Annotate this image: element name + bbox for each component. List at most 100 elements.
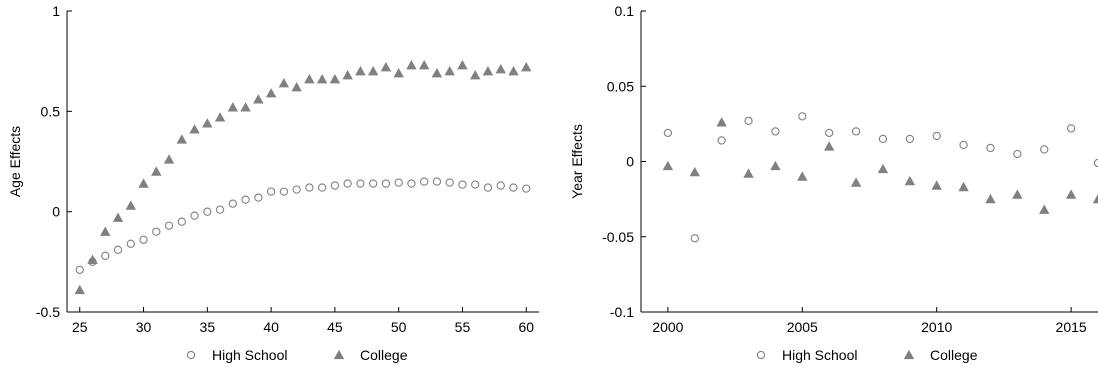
data-point bbox=[228, 199, 237, 208]
data-point bbox=[394, 178, 403, 187]
data-point bbox=[482, 66, 494, 76]
data-point bbox=[457, 59, 468, 70]
data-point bbox=[690, 234, 699, 243]
data-point bbox=[291, 82, 302, 92]
data-point bbox=[227, 102, 239, 112]
data-point bbox=[369, 179, 378, 188]
x-tick-label: 25 bbox=[72, 319, 88, 335]
data-point bbox=[798, 112, 807, 121]
data-point bbox=[770, 160, 781, 171]
data-point bbox=[279, 187, 289, 196]
data-point bbox=[304, 74, 315, 84]
data-point bbox=[744, 116, 753, 126]
data-point bbox=[163, 154, 175, 164]
y-tick-label: 1 bbox=[52, 3, 60, 19]
data-point bbox=[266, 187, 276, 196]
x-tick-label: 2005 bbox=[787, 319, 818, 335]
data-point bbox=[1013, 149, 1022, 159]
data-point bbox=[522, 184, 531, 193]
data-point bbox=[471, 180, 480, 189]
data-point bbox=[100, 226, 111, 236]
data-point bbox=[253, 94, 264, 104]
y-tick-label: -0.5 bbox=[36, 304, 60, 320]
data-point bbox=[177, 217, 186, 226]
data-point bbox=[139, 235, 148, 244]
data-point bbox=[214, 112, 226, 122]
data-point bbox=[958, 181, 969, 192]
y-axis-label: Age Effects bbox=[7, 126, 23, 197]
data-point bbox=[959, 140, 968, 150]
data-point bbox=[203, 207, 212, 216]
data-point bbox=[356, 179, 365, 188]
data-point bbox=[367, 66, 379, 76]
data-point bbox=[825, 128, 834, 138]
data-point bbox=[126, 239, 135, 248]
data-point bbox=[663, 128, 673, 138]
data-point bbox=[113, 245, 123, 254]
data-point bbox=[152, 227, 161, 236]
x-tick-label: 30 bbox=[136, 319, 152, 335]
data-point bbox=[278, 78, 290, 88]
y-tick-label: -0.05 bbox=[602, 229, 634, 245]
data-point bbox=[445, 178, 454, 187]
data-point bbox=[985, 193, 996, 204]
data-point bbox=[75, 265, 84, 275]
data-point bbox=[771, 127, 780, 136]
data-point bbox=[877, 163, 889, 174]
legend-label: High School bbox=[782, 347, 858, 363]
data-point bbox=[1092, 193, 1098, 204]
data-point bbox=[850, 177, 862, 187]
data-point bbox=[292, 185, 301, 194]
data-point bbox=[393, 68, 404, 78]
data-point bbox=[1040, 145, 1049, 154]
data-point bbox=[932, 131, 941, 141]
data-point bbox=[355, 66, 366, 76]
data-point bbox=[317, 183, 327, 192]
x-tick-label: 2015 bbox=[1056, 319, 1087, 335]
data-point bbox=[521, 61, 532, 72]
year-effects-chart: -0.1 -0.05 0 0.05 0.1 2000 2005 2010 2015 Year Ef… bbox=[569, 3, 1098, 363]
y-tick-label: 0.1 bbox=[615, 3, 635, 19]
data-point bbox=[254, 193, 263, 202]
x-tick-label: 2010 bbox=[921, 319, 952, 335]
data-point bbox=[407, 179, 416, 188]
data-point bbox=[1066, 124, 1076, 133]
data-point bbox=[265, 88, 277, 98]
x-tick-label: 2000 bbox=[652, 319, 683, 335]
data-point bbox=[112, 212, 124, 222]
data-point bbox=[241, 195, 250, 204]
data-point bbox=[444, 66, 455, 76]
data-point bbox=[1065, 189, 1077, 199]
data-point bbox=[495, 63, 506, 74]
data-point bbox=[496, 181, 505, 190]
data-point bbox=[342, 70, 353, 80]
data-point bbox=[662, 160, 674, 171]
data-point bbox=[74, 284, 85, 295]
data-point bbox=[406, 59, 417, 70]
data-point bbox=[823, 141, 835, 151]
age-effects-chart: -0.5 0 0.5 1 25 30 35 40 45 50 55 60 Age Effects High… bbox=[7, 3, 539, 363]
data-point bbox=[164, 221, 174, 230]
data-point bbox=[87, 254, 98, 264]
x-tick-label: 55 bbox=[455, 319, 471, 335]
x-tick-label: 40 bbox=[263, 319, 279, 335]
data-point bbox=[689, 166, 700, 177]
data-point bbox=[458, 180, 467, 189]
data-point bbox=[189, 124, 200, 134]
data-point bbox=[381, 179, 391, 188]
x-tick-label: 35 bbox=[200, 319, 216, 335]
data-point bbox=[1093, 158, 1098, 168]
data-point bbox=[240, 102, 251, 112]
data-point bbox=[509, 183, 518, 192]
legend-marker bbox=[333, 349, 345, 360]
data-point bbox=[190, 211, 199, 220]
data-point bbox=[904, 175, 916, 186]
data-point bbox=[202, 118, 213, 128]
y-tick-label: 0 bbox=[52, 204, 60, 220]
data-point bbox=[431, 68, 443, 78]
y-tick-label: 0.5 bbox=[41, 103, 61, 119]
data-point bbox=[418, 59, 430, 70]
legend-label: College bbox=[930, 347, 978, 363]
data-point bbox=[151, 166, 162, 176]
